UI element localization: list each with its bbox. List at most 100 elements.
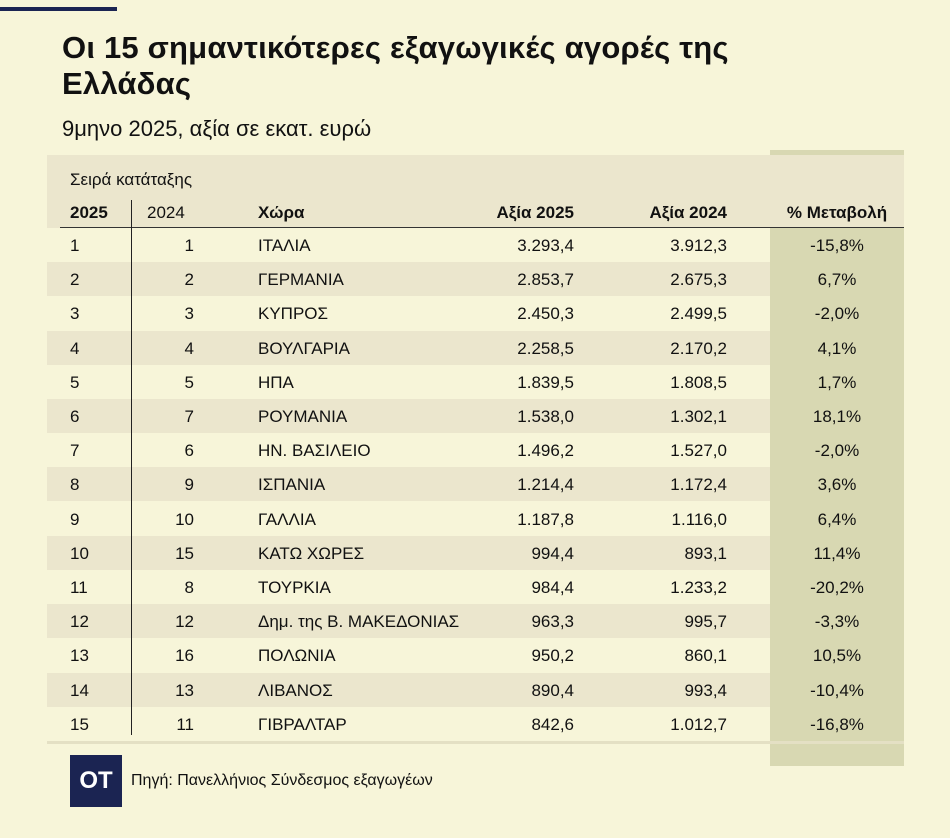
rank-2025: 10 [70, 543, 89, 563]
rank-2024: 2 [184, 270, 194, 290]
table-row: 13 16 ΠΟΛΩΝΙΑ 950,2 860,1 10,5% [47, 638, 904, 673]
table-row: 7 6 ΗΝ. ΒΑΣΙΛΕΙΟ 1.496,2 1.527,0 -2,0% [47, 433, 904, 468]
pct-change: 6,7% [817, 270, 857, 290]
rank-2025: 7 [70, 441, 80, 461]
country: ΒΟΥΛΓΑΡΙΑ [258, 338, 350, 358]
rank-2025: 1 [70, 236, 80, 255]
header-value-2025: Αξία 2025 [496, 203, 574, 222]
rank-2025: 11 [70, 578, 88, 597]
value-2025: 950,2 [531, 646, 574, 666]
value-2024: 1.172,4 [670, 475, 727, 495]
country: ΓΙΒΡΑΛΤΑΡ [258, 714, 347, 734]
pct-change: -2,0% [814, 304, 860, 324]
country: ΓΕΡΜΑΝΙΑ [258, 270, 344, 290]
rank-2025: 12 [70, 612, 89, 632]
value-2024: 1.302,1 [670, 407, 727, 426]
rank-divider [131, 200, 132, 735]
header-divider [60, 227, 904, 228]
value-2025: 2.450,3 [517, 304, 574, 324]
country: ΗΝ. ΒΑΣΙΛΕΙΟ [258, 441, 371, 461]
country: ΙΣΠΑΝΙΑ [258, 475, 326, 495]
pct-change: 6,4% [817, 509, 857, 529]
rank-2024: 13 [175, 680, 194, 700]
pct-change: -3,3% [814, 612, 860, 632]
pct-change: -2,0% [814, 441, 860, 461]
country: ΙΤΑΛΙΑ [258, 236, 311, 255]
country: ΤΟΥΡΚΙΑ [258, 578, 331, 597]
rank-2025: 13 [70, 646, 89, 666]
rank-2025: 14 [70, 680, 89, 700]
value-2024: 1.233,2 [670, 578, 727, 597]
table-row: 6 7 ΡΟΥΜΑΝΙΑ 1.538,0 1.302,1 18,1% [47, 399, 904, 433]
rank-2025: 2 [70, 270, 80, 290]
table-row: 14 13 ΛΙΒΑΝΟΣ 890,4 993,4 -10,4% [47, 672, 904, 707]
subtitle: 9μηνο 2025, αξία σε εκατ. ευρώ [62, 116, 372, 141]
table-row: 15 11 ΓΙΒΡΑΛΤΑΡ 842,6 1.012,7 -16,8% [47, 706, 904, 741]
header-value-2024: Αξία 2024 [649, 203, 727, 222]
table-row: 10 15 ΚΑΤΩ ΧΩΡΕΣ 994,4 893,1 11,4% [47, 535, 904, 570]
rank-2025: 6 [70, 407, 80, 426]
value-2025: 1.538,0 [517, 407, 574, 426]
value-2024: 993,4 [684, 680, 727, 700]
table-row: 5 5 ΗΠΑ 1.839,5 1.808,5 1,7% [47, 364, 904, 399]
table-row: 4 4 ΒΟΥΛΓΑΡΙΑ 2.258,5 2.170,2 4,1% [47, 330, 904, 365]
country: ΗΠΑ [258, 372, 294, 392]
country: ΛΙΒΑΝΟΣ [258, 680, 333, 700]
value-2024: 2.675,3 [670, 270, 727, 290]
rank-2024: 5 [184, 372, 194, 392]
rank-2024: 7 [184, 407, 194, 426]
rank-2025: 15 [70, 714, 89, 734]
value-2025: 890,4 [531, 680, 574, 700]
value-2025: 1.214,4 [517, 475, 574, 495]
rank-2024: 9 [184, 475, 194, 495]
pct-change: 4,1% [817, 338, 857, 358]
country: ΡΟΥΜΑΝΙΑ [258, 407, 348, 426]
pct-change: -15,8% [810, 236, 864, 255]
table-bottom-line [47, 741, 904, 744]
pct-change: -20,2% [810, 578, 864, 597]
value-2025: 1.187,8 [517, 509, 574, 529]
pct-change: -16,8% [810, 714, 864, 734]
rank-2025: 9 [70, 509, 80, 529]
country: ΚΥΠΡΟΣ [258, 304, 329, 324]
rank-2024: 6 [184, 441, 194, 461]
page-title: Οι 15 σημαντικότερες εξαγωγικές αγορές τ… [62, 30, 729, 101]
source-note: Πηγή: Πανελλήνιος Σύνδεσμος εξαγωγέων [131, 772, 433, 789]
header-pct-change: % Μεταβολή [786, 203, 888, 222]
value-2025: 2.258,5 [517, 338, 574, 358]
pct-change: 18,1% [812, 407, 862, 426]
value-2024: 860,1 [684, 646, 727, 666]
pct-change: 3,6% [817, 475, 857, 495]
rank-2024: 12 [175, 612, 194, 632]
ot-logo: ΟΤ [70, 755, 122, 807]
table-row: 12 12 Δημ. της Β. ΜΑΚΕΔΟΝΙΑΣ 963,3 995,7… [47, 604, 904, 639]
value-2025: 842,6 [531, 714, 574, 734]
pct-change: 11,4% [813, 543, 861, 563]
rank-2024: 8 [184, 578, 194, 597]
header-country: Χώρα [258, 203, 305, 222]
rank-2025: 8 [70, 475, 80, 495]
pct-change: 1,7% [817, 372, 857, 392]
rank-2024: 10 [175, 509, 194, 529]
pct-change: 10,5% [812, 646, 862, 666]
header-rank-2025: 2025 [70, 203, 108, 222]
rank-2024: 4 [184, 338, 194, 358]
value-2025: 984,4 [531, 578, 574, 597]
table-row: 3 3 ΚΥΠΡΟΣ 2.450,3 2.499,5 -2,0% [47, 296, 904, 331]
table-row: 11 8 ΤΟΥΡΚΙΑ 984,4 1.233,2 -20,2% [47, 570, 904, 604]
value-2024: 1.116,0 [671, 509, 727, 529]
value-2024: 2.499,5 [670, 304, 727, 324]
value-2025: 1.839,5 [517, 372, 574, 392]
rank-2024: 1 [184, 236, 194, 255]
country: ΚΑΤΩ ΧΩΡΕΣ [258, 543, 365, 563]
country: ΠΟΛΩΝΙΑ [258, 646, 336, 666]
value-2025: 3.293,4 [517, 236, 574, 255]
value-2024: 3.912,3 [670, 236, 727, 255]
rank-2025: 4 [70, 338, 80, 358]
value-2024: 1.012,7 [670, 714, 727, 734]
value-2025: 963,3 [531, 612, 574, 632]
table-row: 1 1 ΙΤΑΛΙΑ 3.293,4 3.912,3 -15,8% [47, 228, 904, 262]
rank-2024: 11 [176, 714, 194, 734]
value-2024: 2.170,2 [670, 338, 727, 358]
